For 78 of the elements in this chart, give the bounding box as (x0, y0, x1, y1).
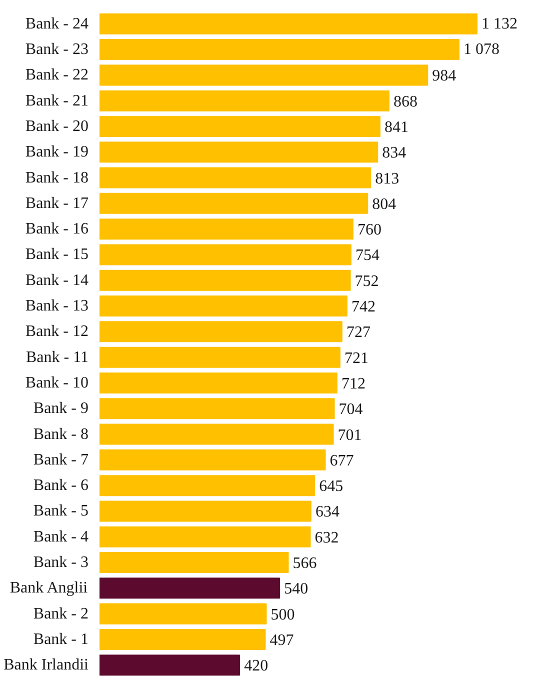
data-label: 634 (315, 504, 340, 521)
data-label: 742 (351, 298, 376, 316)
y-tick-label: Bank - 22 (25, 66, 89, 84)
bar (100, 116, 380, 137)
data-label: 841 (384, 118, 408, 136)
y-tick-label: Bank - 6 (33, 477, 89, 494)
y-tick-label: Bank - 9 (33, 400, 89, 418)
bar (100, 628, 266, 650)
y-tick-label: Bank - 14 (25, 272, 89, 289)
bar (100, 475, 316, 496)
data-label: 721 (344, 350, 368, 367)
y-tick-label: Bank - 24 (25, 15, 89, 32)
y-tick-label: Bank - 1 (33, 630, 89, 648)
bar (100, 167, 372, 188)
y-tick-label: Bank - 16 (25, 220, 89, 238)
y-tick-label: Bank - 3 (33, 554, 89, 572)
bar (100, 603, 267, 624)
data-label: 704 (338, 401, 363, 418)
y-tick-label: Bank - 20 (25, 118, 89, 135)
y-tick-label: Bank - 8 (33, 426, 89, 443)
y-tick-label: Bank - 2 (33, 605, 89, 622)
y-tick-label: Bank - 18 (25, 169, 89, 186)
data-label: 813 (375, 170, 400, 188)
y-tick-label: Bank - 10 (25, 374, 89, 392)
data-label: 868 (393, 93, 418, 110)
y-tick-label: Bank - 19 (25, 144, 89, 161)
data-label: 804 (372, 196, 396, 213)
y-tick-label: Bank - 5 (33, 502, 89, 520)
y-tick-label: Bank - 15 (25, 246, 89, 264)
bar (100, 244, 352, 266)
data-label: 760 (357, 222, 382, 239)
y-tick-label: Bank Irlandii (4, 656, 90, 674)
data-label: 677 (330, 452, 354, 470)
data-label: 497 (270, 632, 294, 649)
data-label: 1 132 (482, 15, 518, 32)
y-tick-label: Bank - 11 (26, 348, 89, 366)
bar (100, 192, 368, 214)
data-label: 420 (244, 658, 268, 675)
bar (100, 142, 378, 163)
bar (100, 398, 335, 420)
bar (100, 578, 280, 599)
bar (100, 552, 289, 574)
bar (100, 218, 354, 240)
data-label: 566 (292, 555, 317, 572)
bar (100, 449, 326, 470)
data-label: 1 078 (464, 41, 500, 58)
bar (100, 90, 390, 112)
bar (100, 424, 334, 445)
data-label: 712 (341, 375, 366, 392)
y-tick-label: Bank - 7 (33, 451, 89, 468)
y-tick-label: Bank - 4 (33, 528, 89, 546)
bar (100, 372, 338, 394)
data-label: 727 (346, 324, 370, 342)
bar (100, 296, 348, 317)
y-tick-label: Bank - 17 (25, 194, 89, 212)
bar (100, 500, 312, 522)
y-tick-label: Bank - 21 (25, 92, 89, 110)
bar (100, 270, 351, 291)
data-label: 984 (432, 68, 456, 85)
data-label: 500 (270, 606, 295, 624)
y-tick-label: Bank - 23 (25, 41, 89, 58)
bar (100, 346, 340, 368)
bar (100, 39, 460, 60)
data-label: 834 (382, 144, 406, 162)
y-tick-label: Bank - 13 (25, 298, 89, 315)
y-tick-label: Bank - 12 (25, 323, 89, 340)
data-label: 632 (314, 529, 339, 546)
data-label: 701 (338, 426, 362, 444)
data-label: 754 (355, 247, 380, 264)
data-label: 752 (354, 272, 379, 290)
bar (100, 654, 240, 676)
bar (100, 64, 428, 86)
bar (100, 526, 311, 548)
bar (100, 321, 342, 342)
y-tick-label: Bank Anglii (10, 580, 88, 597)
bar (100, 13, 478, 34)
data-label: 540 (284, 580, 308, 598)
data-label: 645 (319, 478, 344, 496)
